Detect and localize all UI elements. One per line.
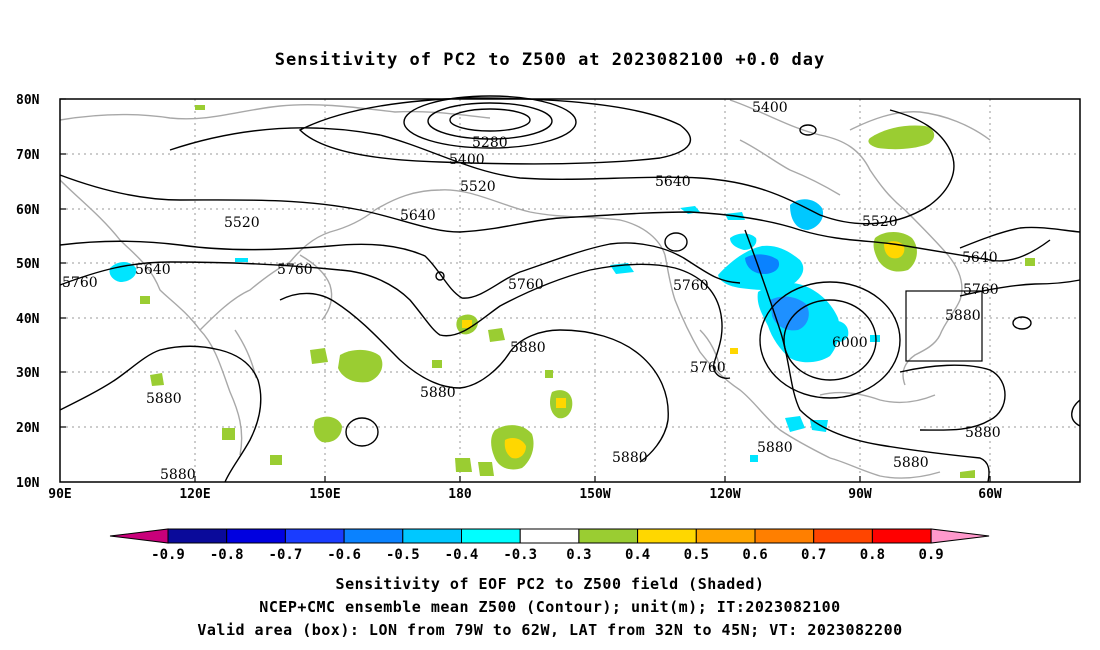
contour-label: 5760 bbox=[277, 262, 313, 278]
contour-label: 5880 bbox=[146, 391, 182, 407]
colorbar-swatch bbox=[871, 528, 932, 544]
contour-label: 5640 bbox=[135, 262, 171, 278]
colorbar-right-arrow bbox=[930, 528, 990, 544]
contour-label-group: 5400 5280 5400 5520 5640 5520 5640 5520 … bbox=[62, 100, 1001, 483]
colorbar-swatch bbox=[578, 528, 639, 544]
contour-label: 5760 bbox=[690, 360, 726, 376]
contour-label: 5880 bbox=[420, 385, 456, 401]
colorbar-label: 0.9 bbox=[918, 547, 943, 563]
lon-label: 90E bbox=[48, 487, 71, 502]
contour-label: 5880 bbox=[612, 450, 648, 466]
contour-label: 5520 bbox=[862, 214, 898, 230]
sensitivity-shading bbox=[109, 105, 1035, 478]
contour-label: 5400 bbox=[752, 100, 788, 116]
contour-label: 5880 bbox=[510, 340, 546, 356]
colorbar-label: 0.4 bbox=[625, 547, 650, 563]
lon-axis bbox=[194, 476, 991, 482]
lat-label: 70N bbox=[16, 148, 40, 163]
colorbar-label: -0.7 bbox=[269, 547, 303, 563]
contour-label: 5760 bbox=[673, 278, 709, 294]
contour-label: 5880 bbox=[893, 455, 929, 471]
coastlines bbox=[59, 99, 991, 479]
colorbar-swatch bbox=[519, 528, 580, 544]
lon-label: 120E bbox=[179, 487, 210, 502]
contour-label: 5400 bbox=[449, 152, 485, 168]
colorbar-swatch bbox=[695, 528, 756, 544]
colorbar-label: -0.8 bbox=[210, 547, 244, 563]
lat-label: 10N bbox=[16, 476, 40, 491]
lat-label: 40N bbox=[16, 312, 40, 327]
colorbar-swatch bbox=[284, 528, 345, 544]
contour-label: 5880 bbox=[945, 308, 981, 324]
contour-label: 5880 bbox=[757, 440, 793, 456]
colorbar-swatch bbox=[226, 528, 286, 544]
colorbar-swatch bbox=[813, 528, 873, 544]
colorbar: -0.9 -0.8 -0.7 -0.6 -0.5 -0.4 -0.3 0.3 0.4 0.5 0.6… bbox=[109, 528, 990, 563]
contour-label: 6000 bbox=[832, 335, 868, 351]
lat-axis bbox=[60, 98, 66, 428]
lat-label: 80N bbox=[16, 93, 40, 108]
lon-label: 60W bbox=[978, 487, 1002, 502]
contour-label: 5880 bbox=[965, 425, 1001, 441]
colorbar-label: -0.3 bbox=[503, 547, 537, 563]
contour-label: 5520 bbox=[224, 215, 260, 231]
contour-label: 5640 bbox=[400, 208, 436, 224]
lon-label: 150E bbox=[309, 487, 340, 502]
colorbar-swatch bbox=[402, 528, 462, 544]
caption-line-2: NCEP+CMC ensemble mean Z500 (Contour); u… bbox=[259, 598, 841, 616]
colorbar-swatch bbox=[637, 528, 697, 544]
colorbar-label: 0.7 bbox=[801, 547, 826, 563]
colorbar-swatch bbox=[167, 528, 228, 544]
contour-label: 5760 bbox=[62, 275, 98, 291]
colorbar-swatch bbox=[343, 528, 404, 544]
contour-label: 5640 bbox=[962, 250, 998, 266]
lat-label: 30N bbox=[16, 366, 40, 381]
colorbar-swatch bbox=[754, 528, 815, 544]
colorbar-label: -0.5 bbox=[386, 547, 420, 563]
lat-label: 50N bbox=[16, 257, 40, 272]
lon-label: 150W bbox=[579, 487, 610, 502]
map-title: Sensitivity of PC2 to Z500 at 2023082100… bbox=[274, 50, 826, 70]
contour-label: 5880 bbox=[160, 467, 196, 483]
colorbar-swatch bbox=[461, 528, 521, 544]
caption-line-3: Valid area (box): LON from 79W to 62W, L… bbox=[197, 621, 903, 639]
colorbar-label: 0.5 bbox=[684, 547, 709, 563]
lon-label: 90W bbox=[848, 487, 872, 502]
colorbar-left-arrow bbox=[109, 528, 169, 544]
valid-area-box bbox=[905, 290, 983, 362]
caption-line-1: Sensitivity of EOF PC2 to Z500 field (Sh… bbox=[335, 575, 765, 593]
contour-label: 5760 bbox=[508, 277, 544, 293]
contour-label: 5520 bbox=[460, 179, 496, 195]
lon-label: 180 bbox=[448, 487, 472, 502]
colorbar-label: -0.4 bbox=[445, 547, 479, 563]
colorbar-label: 0.6 bbox=[742, 547, 767, 563]
plot-frame bbox=[59, 98, 1081, 483]
colorbar-label: 0.8 bbox=[860, 547, 885, 563]
lat-label: 20N bbox=[16, 421, 40, 436]
colorbar-label: -0.9 bbox=[151, 547, 185, 563]
contour-label: 5280 bbox=[472, 135, 508, 151]
colorbar-label: 0.3 bbox=[566, 547, 591, 563]
contour-label: 5760 bbox=[963, 282, 999, 298]
lon-label: 120W bbox=[709, 487, 740, 502]
contour-label: 5640 bbox=[655, 174, 691, 190]
colorbar-label: -0.6 bbox=[327, 547, 361, 563]
lat-label: 60N bbox=[16, 203, 40, 218]
